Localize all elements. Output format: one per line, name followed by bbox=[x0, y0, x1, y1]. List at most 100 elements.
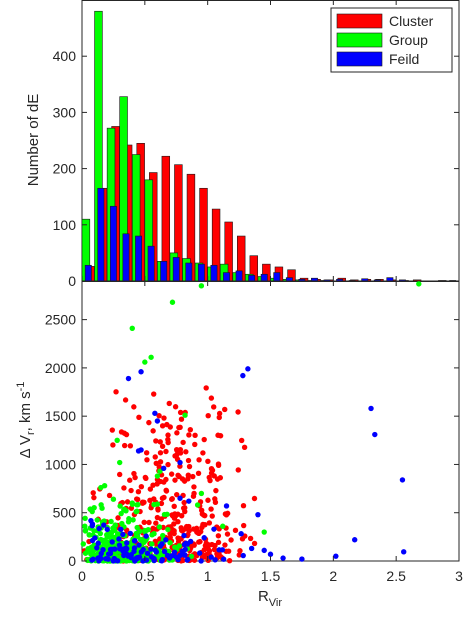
point-feild bbox=[177, 552, 183, 558]
point-cluster bbox=[186, 432, 192, 438]
point-group bbox=[148, 354, 154, 360]
point-cluster bbox=[139, 500, 146, 506]
point-feild bbox=[150, 555, 157, 561]
bar-feild bbox=[210, 264, 218, 282]
point-feild bbox=[131, 545, 138, 551]
point-cluster bbox=[175, 472, 181, 478]
point-group bbox=[167, 540, 173, 546]
point-group bbox=[220, 523, 226, 529]
point-feild bbox=[117, 546, 123, 552]
bar-feild bbox=[135, 235, 142, 282]
point-feild bbox=[299, 556, 305, 562]
point-feild bbox=[181, 532, 187, 539]
point-cluster bbox=[215, 533, 222, 539]
y-tick-label: 2500 bbox=[45, 312, 76, 328]
point-feild bbox=[211, 526, 217, 532]
point-group bbox=[82, 515, 88, 521]
point-cluster bbox=[208, 470, 215, 476]
point-group bbox=[156, 524, 163, 530]
point-feild bbox=[186, 498, 192, 504]
point-cluster bbox=[190, 473, 196, 480]
point-cluster bbox=[146, 419, 152, 426]
point-cluster bbox=[127, 477, 133, 483]
point-cluster bbox=[150, 525, 156, 532]
point-feild bbox=[140, 546, 146, 553]
point-cluster bbox=[128, 487, 134, 494]
point-cluster bbox=[131, 470, 137, 477]
point-feild bbox=[154, 418, 161, 424]
point-feild bbox=[212, 557, 218, 563]
point-cluster bbox=[169, 512, 175, 518]
point-feild bbox=[177, 495, 183, 501]
x-tick-label: 0.5 bbox=[135, 568, 155, 584]
point-cluster bbox=[124, 499, 131, 505]
point-cluster bbox=[181, 478, 188, 484]
point-feild bbox=[198, 558, 204, 564]
point-cluster bbox=[165, 461, 171, 468]
point-feild bbox=[92, 535, 98, 541]
point-feild bbox=[223, 503, 230, 509]
point-feild bbox=[107, 550, 114, 557]
point-cluster bbox=[172, 477, 178, 483]
point-cluster bbox=[202, 542, 209, 549]
bar-feild bbox=[185, 262, 193, 282]
point-group bbox=[135, 501, 141, 508]
x-tick-label: 0 bbox=[78, 568, 86, 584]
y-tick-label: 0 bbox=[68, 273, 76, 289]
bar-feild bbox=[172, 257, 180, 282]
point-cluster bbox=[161, 415, 167, 421]
point-feild bbox=[196, 550, 203, 556]
point-group bbox=[129, 501, 136, 507]
point-cluster bbox=[180, 439, 186, 446]
point-cluster bbox=[203, 385, 209, 391]
y-tick-label: 300 bbox=[53, 104, 77, 120]
point-group bbox=[82, 523, 88, 529]
point-cluster bbox=[222, 542, 228, 548]
point-feild bbox=[96, 525, 102, 532]
point-feild bbox=[185, 556, 191, 563]
point-cluster bbox=[212, 499, 219, 505]
point-cluster bbox=[187, 427, 194, 433]
point-cluster bbox=[209, 513, 215, 519]
point-feild bbox=[201, 535, 207, 541]
point-feild bbox=[163, 537, 169, 543]
y-tick-label: 2000 bbox=[45, 360, 76, 376]
point-cluster bbox=[196, 457, 202, 463]
y-tick-label: 200 bbox=[53, 161, 77, 177]
point-cluster bbox=[144, 457, 150, 463]
bar-feild bbox=[260, 273, 268, 282]
point-cluster bbox=[177, 409, 184, 416]
point-cluster bbox=[115, 515, 121, 521]
point-feild bbox=[103, 556, 109, 562]
point-feild bbox=[143, 533, 149, 539]
point-cluster bbox=[178, 525, 184, 531]
point-feild bbox=[98, 550, 104, 557]
point-feild bbox=[164, 552, 171, 559]
point-feild bbox=[148, 546, 154, 552]
point-cluster bbox=[109, 427, 116, 433]
legend-swatch bbox=[336, 32, 383, 48]
point-feild bbox=[152, 410, 158, 416]
point-feild bbox=[125, 553, 131, 559]
point-cluster bbox=[159, 443, 166, 449]
point-feild bbox=[124, 540, 130, 546]
point-cluster bbox=[214, 551, 220, 557]
point-feild bbox=[107, 546, 114, 553]
point-cluster bbox=[201, 436, 207, 443]
point-cluster bbox=[191, 490, 197, 497]
y-tick-label: 0 bbox=[68, 553, 76, 569]
point-group bbox=[142, 359, 148, 365]
point-feild bbox=[101, 522, 107, 528]
point-cluster bbox=[146, 519, 152, 526]
point-group bbox=[149, 541, 155, 547]
scatter-x-axis-label: RVir bbox=[258, 588, 282, 609]
point-feild bbox=[95, 555, 101, 561]
point-group bbox=[198, 490, 205, 497]
point-feild bbox=[95, 540, 101, 546]
point-cluster bbox=[235, 409, 241, 415]
point-cluster bbox=[157, 459, 164, 465]
point-feild bbox=[255, 511, 261, 518]
point-cluster bbox=[215, 539, 222, 546]
point-cluster bbox=[198, 507, 205, 514]
point-feild bbox=[245, 366, 251, 372]
